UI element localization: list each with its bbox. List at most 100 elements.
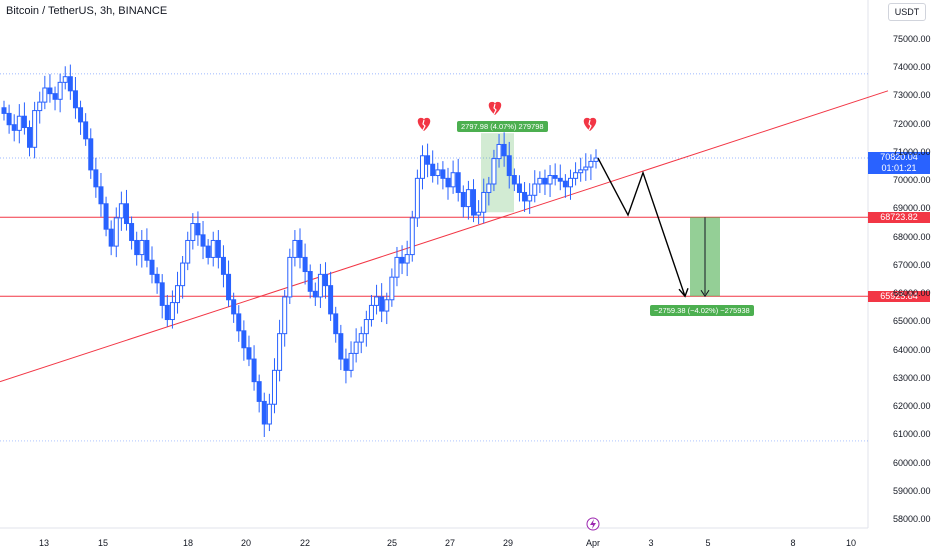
candle-body <box>511 175 517 185</box>
candle-body <box>251 358 257 383</box>
candle-body <box>374 296 380 306</box>
candle-body <box>292 239 298 258</box>
candle-body <box>78 107 84 123</box>
candle-body <box>241 330 247 349</box>
candle-body <box>129 223 135 241</box>
candle-body <box>83 121 89 140</box>
candle-body <box>343 358 349 371</box>
x-tick-label: 20 <box>240 538 252 548</box>
x-tick-label: 27 <box>444 538 456 548</box>
candle-body <box>516 183 522 193</box>
candle-body <box>537 177 543 185</box>
candle-body <box>414 177 420 219</box>
candle-body <box>139 239 145 256</box>
candle-body <box>175 285 181 304</box>
candle-body <box>532 183 538 196</box>
candle-body <box>6 112 12 126</box>
candle-body <box>578 169 584 174</box>
x-tick-label: 18 <box>182 538 194 548</box>
candle-body <box>185 239 191 264</box>
candle-body <box>363 319 369 335</box>
y-tick-label: 66000.00 <box>893 288 931 299</box>
candle-body <box>562 180 568 188</box>
broken-heart-icon <box>417 117 431 131</box>
candle-body <box>567 177 573 188</box>
candle-body <box>353 341 359 354</box>
candle-body <box>384 299 390 312</box>
candle-body <box>312 290 318 298</box>
candle-body <box>593 157 599 162</box>
candle-body <box>389 276 395 301</box>
candle-body <box>159 282 165 306</box>
y-tick-label: 73000.00 <box>893 90 931 101</box>
candle-body <box>323 273 329 287</box>
candle-body <box>113 217 119 247</box>
candle-body <box>522 191 528 202</box>
upper-level-price-tag: 68723.82 <box>868 212 930 223</box>
candle-body <box>333 313 339 335</box>
last-price-label: 70820.04 <box>880 152 918 162</box>
candle-body <box>307 271 313 292</box>
candle-body <box>481 191 487 213</box>
measure-down-arrowhead <box>700 289 710 298</box>
candle-body <box>21 115 27 129</box>
currency-button[interactable]: USDT <box>888 3 926 21</box>
candle-body <box>455 172 461 193</box>
y-tick-label: 67000.00 <box>893 259 931 270</box>
candle-body <box>62 76 68 83</box>
trendline <box>0 90 889 383</box>
candle-body <box>154 273 160 284</box>
candle-body <box>491 158 497 185</box>
candle-body <box>552 175 558 179</box>
candle-body <box>445 177 451 188</box>
x-tick-label: 5 <box>705 538 711 548</box>
x-tick-label: Apr <box>585 538 601 548</box>
candle-body <box>180 262 186 287</box>
candle-body <box>297 239 303 258</box>
candle-body <box>37 101 43 112</box>
candle-body <box>200 234 206 247</box>
lightning-event-icon[interactable] <box>586 517 600 531</box>
candle-body <box>501 143 507 157</box>
candle-body <box>471 189 477 216</box>
y-tick-label: 72000.00 <box>893 118 931 129</box>
candle-body <box>226 273 232 301</box>
candle-body <box>190 223 196 241</box>
candle-body <box>496 143 502 160</box>
candle-body <box>425 155 431 165</box>
candle-body <box>149 259 155 275</box>
broken-heart-icon <box>488 101 502 115</box>
candle-body <box>215 239 221 258</box>
candle-body <box>134 239 140 256</box>
candle-body <box>1 107 7 114</box>
x-tick-label: 22 <box>299 538 311 548</box>
measure-up-label: 2797.98 (4.07%) 279798 <box>457 121 548 132</box>
candle-body <box>547 175 553 185</box>
y-tick-label: 58000.00 <box>893 514 931 524</box>
x-tick-label: 8 <box>790 538 796 548</box>
candle-body <box>205 245 211 258</box>
measure-down-label: −2759.38 (−4.02%) −275938 <box>650 305 754 316</box>
y-tick-label: 75000.00 <box>893 34 931 44</box>
x-tick-label: 29 <box>502 538 514 548</box>
candle-body <box>98 186 104 205</box>
y-tick-label: 61000.00 <box>893 429 931 440</box>
x-tick-label: 10 <box>845 538 857 548</box>
projection-arrowhead <box>678 287 689 298</box>
candle-body <box>220 256 226 275</box>
candle-body <box>88 138 94 171</box>
candle-body <box>195 223 201 236</box>
candle-body <box>317 273 323 298</box>
candle-body <box>169 302 175 321</box>
candle-body <box>368 304 374 321</box>
broken-heart-icon <box>583 117 597 131</box>
candle-body <box>42 87 48 103</box>
candle-body <box>93 169 99 188</box>
y-tick-label: 71000.00 <box>893 146 931 157</box>
candle-body <box>465 189 471 208</box>
candle-body <box>430 163 436 177</box>
candle-body <box>419 155 425 179</box>
candle-body <box>236 313 242 332</box>
candle-body <box>277 333 283 371</box>
